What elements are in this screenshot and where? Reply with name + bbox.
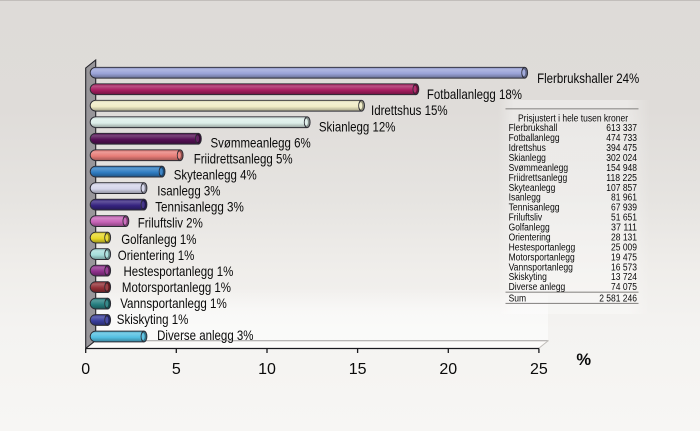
- svg-text:Tennisanlegg 3%: Tennisanlegg 3%: [155, 199, 244, 215]
- svg-text:613 337: 613 337: [606, 123, 637, 134]
- svg-text:Vannsportanlegg: Vannsportanlegg: [509, 262, 573, 273]
- svg-text:Prisjustert i hele tusen krone: Prisjustert i hele tusen kroner: [518, 114, 629, 125]
- svg-text:37 111: 37 111: [611, 223, 637, 234]
- svg-text:Svømmeanlegg 6%: Svømmeanlegg 6%: [211, 134, 311, 150]
- svg-text:Skiskyting 1%: Skiskyting 1%: [117, 311, 189, 327]
- svg-text:74 075: 74 075: [611, 282, 637, 293]
- svg-text:67 939: 67 939: [611, 203, 637, 214]
- svg-text:Diverse anlegg: Diverse anlegg: [509, 282, 566, 293]
- svg-text:0: 0: [81, 361, 90, 378]
- svg-text:25 009: 25 009: [611, 242, 637, 253]
- svg-text:Golfanlegg 1%: Golfanlegg 1%: [121, 231, 196, 247]
- svg-text:Diverse anlegg 3%: Diverse anlegg 3%: [157, 327, 253, 343]
- svg-text:Hestesportanlegg 1%: Hestesportanlegg 1%: [124, 263, 234, 279]
- svg-text:Skiskyting: Skiskyting: [509, 272, 547, 283]
- svg-text:Orientering 1%: Orientering 1%: [118, 247, 195, 263]
- svg-text:107 857: 107 857: [606, 183, 637, 194]
- svg-text:Motorsportanlegg: Motorsportanlegg: [509, 252, 575, 263]
- svg-text:Skyteanlegg: Skyteanlegg: [509, 183, 556, 194]
- svg-text:2 581 246: 2 581 246: [599, 293, 637, 304]
- svg-text:Friidrettsanlegg 5%: Friidrettsanlegg 5%: [194, 150, 293, 166]
- svg-text:Friluftsliv: Friluftsliv: [509, 213, 542, 224]
- svg-text:Hestesportanlegg: Hestesportanlegg: [509, 242, 576, 253]
- svg-text:Flerbrukshall: Flerbrukshall: [509, 123, 558, 134]
- svg-text:Vannsportanlegg 1%: Vannsportanlegg 1%: [120, 295, 227, 311]
- svg-text:154 948: 154 948: [606, 163, 637, 174]
- svg-text:10: 10: [258, 361, 276, 378]
- svg-text:13 724: 13 724: [611, 272, 637, 283]
- svg-text:Skyteanlegg 4%: Skyteanlegg 4%: [174, 167, 257, 183]
- svg-text:Idrettshus 15%: Idrettshus 15%: [371, 102, 448, 118]
- svg-text:Isanlegg: Isanlegg: [509, 193, 541, 204]
- svg-text:Fotballanlegg: Fotballanlegg: [509, 133, 560, 144]
- svg-text:Flerbrukshaller 24%: Flerbrukshaller 24%: [537, 70, 639, 86]
- svg-text:Fotballanlegg 18%: Fotballanlegg 18%: [427, 86, 522, 102]
- svg-text:28 131: 28 131: [611, 233, 637, 244]
- svg-text:25: 25: [530, 361, 548, 378]
- svg-text:Golfanlegg: Golfanlegg: [509, 223, 550, 234]
- svg-text:Tennisanlegg: Tennisanlegg: [509, 203, 560, 214]
- svg-text:Skianlegg 12%: Skianlegg 12%: [319, 118, 396, 134]
- svg-text:Isanlegg 3%: Isanlegg 3%: [157, 183, 220, 199]
- svg-text:51 651: 51 651: [611, 213, 637, 224]
- svg-text:81 961: 81 961: [611, 193, 637, 204]
- svg-text:Skianlegg: Skianlegg: [509, 153, 546, 164]
- svg-text:15: 15: [349, 361, 367, 378]
- svg-text:Sum: Sum: [509, 293, 526, 304]
- svg-text:Orientering: Orientering: [509, 233, 551, 244]
- svg-text:20: 20: [439, 361, 457, 378]
- svg-text:16 573: 16 573: [611, 262, 637, 273]
- svg-text:Friluftsliv 2%: Friluftsliv 2%: [138, 215, 203, 231]
- svg-text:394 475: 394 475: [606, 143, 637, 154]
- svg-text:19 475: 19 475: [611, 252, 637, 263]
- svg-text:%: %: [576, 351, 591, 369]
- svg-text:Friidrettsanlegg: Friidrettsanlegg: [509, 173, 568, 184]
- svg-text:Motorsportanlegg 1%: Motorsportanlegg 1%: [122, 279, 231, 295]
- svg-text:Svømmeanlegg: Svømmeanlegg: [509, 163, 568, 174]
- svg-text:474 733: 474 733: [606, 133, 637, 144]
- svg-text:5: 5: [172, 361, 181, 378]
- svg-text:Idrettshus: Idrettshus: [509, 143, 546, 154]
- svg-text:302 024: 302 024: [606, 153, 637, 164]
- svg-text:118 225: 118 225: [606, 173, 637, 184]
